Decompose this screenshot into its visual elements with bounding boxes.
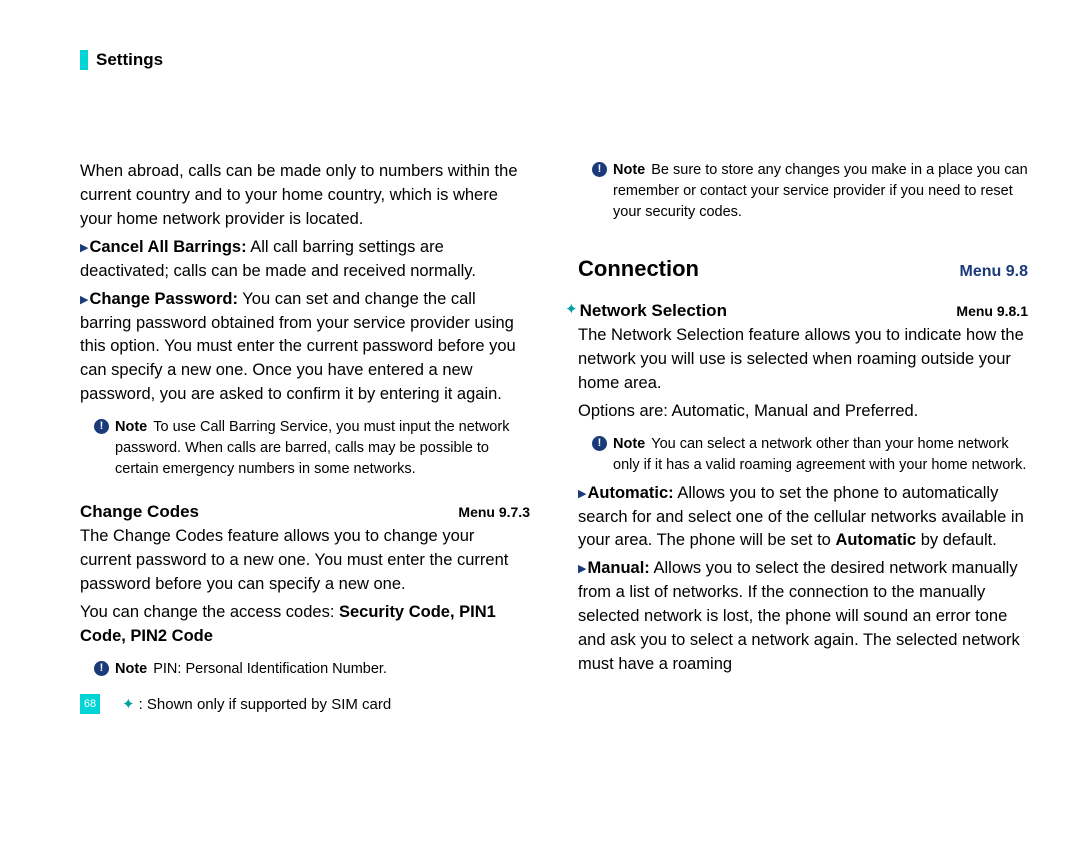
star-icon: ✦ xyxy=(565,301,578,318)
note-store-changes: ! NoteBe sure to store any changes you m… xyxy=(592,160,1028,223)
change-codes-pre: You can change the access codes: xyxy=(80,603,339,621)
change-codes-title: Change Codes xyxy=(80,500,199,525)
note-pin: ! Note PIN: Personal Identification Numbe… xyxy=(94,659,530,680)
note-label: Note xyxy=(613,162,645,178)
network-selection-title-wrap: ✦Network Selection xyxy=(565,299,727,324)
note-text: NoteTo use Call Barring Service, you mus… xyxy=(115,417,530,480)
note-label: Note xyxy=(115,419,147,435)
connection-menu-ref: Menu 9.8 xyxy=(960,260,1028,283)
change-codes-body2: You can change the access codes: Securit… xyxy=(80,601,530,649)
page-footer: 68 ✦ : Shown only if supported by SIM ca… xyxy=(80,694,530,716)
manual-item: ▶Manual: Allows you to select the desire… xyxy=(578,557,1028,677)
note-network: ! NoteYou can select a network other tha… xyxy=(592,434,1028,476)
left-column: When abroad, calls can be made only to n… xyxy=(80,160,530,715)
note-text: NoteBe sure to store any changes you mak… xyxy=(613,160,1028,223)
network-selection-title: Network Selection xyxy=(580,301,727,320)
automatic-text-post: by default. xyxy=(916,531,997,549)
automatic-item: ▶Automatic: Allows you to set the phone … xyxy=(578,482,1028,554)
header-accent-bar xyxy=(80,50,88,70)
intro-paragraph: When abroad, calls can be made only to n… xyxy=(80,160,530,232)
connection-title: Connection xyxy=(578,253,699,285)
note-body: Be sure to store any changes you make in… xyxy=(613,162,1028,220)
network-selection-menu-ref: Menu 9.8.1 xyxy=(956,301,1028,321)
note-text: NoteYou can select a network other than … xyxy=(613,434,1028,476)
info-icon: ! xyxy=(94,661,109,676)
triangle-icon: ▶ xyxy=(80,294,88,306)
automatic-label: Automatic: xyxy=(587,484,673,502)
info-icon: ! xyxy=(94,419,109,434)
note-body: PIN: Personal Identification Number. xyxy=(153,661,387,677)
info-icon: ! xyxy=(592,162,607,177)
change-codes-menu-ref: Menu 9.7.3 xyxy=(458,502,530,522)
footer-text: : Shown only if supported by SIM card xyxy=(139,694,392,716)
change-password-item: ▶Change Password: You can set and change… xyxy=(80,288,530,408)
cancel-barrings-label: Cancel All Barrings: xyxy=(89,238,246,256)
note-label: Note xyxy=(613,436,645,452)
cancel-barrings-item: ▶Cancel All Barrings: All call barring s… xyxy=(80,236,530,284)
change-codes-body: The Change Codes feature allows you to c… xyxy=(80,525,530,597)
info-icon: ! xyxy=(592,436,607,451)
note-label: Note xyxy=(115,661,147,677)
triangle-icon: ▶ xyxy=(578,563,586,575)
page-header: Settings xyxy=(80,50,1030,70)
manual-page: Settings When abroad, calls can be made … xyxy=(0,0,1080,715)
network-selection-header: ✦Network Selection Menu 9.8.1 xyxy=(565,299,1028,324)
change-password-label: Change Password: xyxy=(89,290,238,308)
change-codes-header: Change Codes Menu 9.7.3 xyxy=(80,500,530,525)
note-text: Note PIN: Personal Identification Number. xyxy=(115,659,530,680)
note-barring: ! NoteTo use Call Barring Service, you m… xyxy=(94,417,530,480)
note-body: To use Call Barring Service, you must in… xyxy=(115,419,509,477)
note-body: You can select a network other than your… xyxy=(613,436,1026,473)
network-body1: The Network Selection feature allows you… xyxy=(578,324,1028,396)
network-body2: Options are: Automatic, Manual and Prefe… xyxy=(578,400,1028,424)
page-title: Settings xyxy=(96,50,163,70)
content-columns: When abroad, calls can be made only to n… xyxy=(80,160,1030,715)
triangle-icon: ▶ xyxy=(578,488,586,500)
manual-label: Manual: xyxy=(587,559,649,577)
triangle-icon: ▶ xyxy=(80,242,88,254)
star-icon: ✦ xyxy=(122,694,135,716)
automatic-text-bold: Automatic xyxy=(835,531,916,549)
page-number-badge: 68 xyxy=(80,694,100,714)
right-column: ! NoteBe sure to store any changes you m… xyxy=(578,160,1028,715)
connection-header: Connection Menu 9.8 xyxy=(578,253,1028,285)
